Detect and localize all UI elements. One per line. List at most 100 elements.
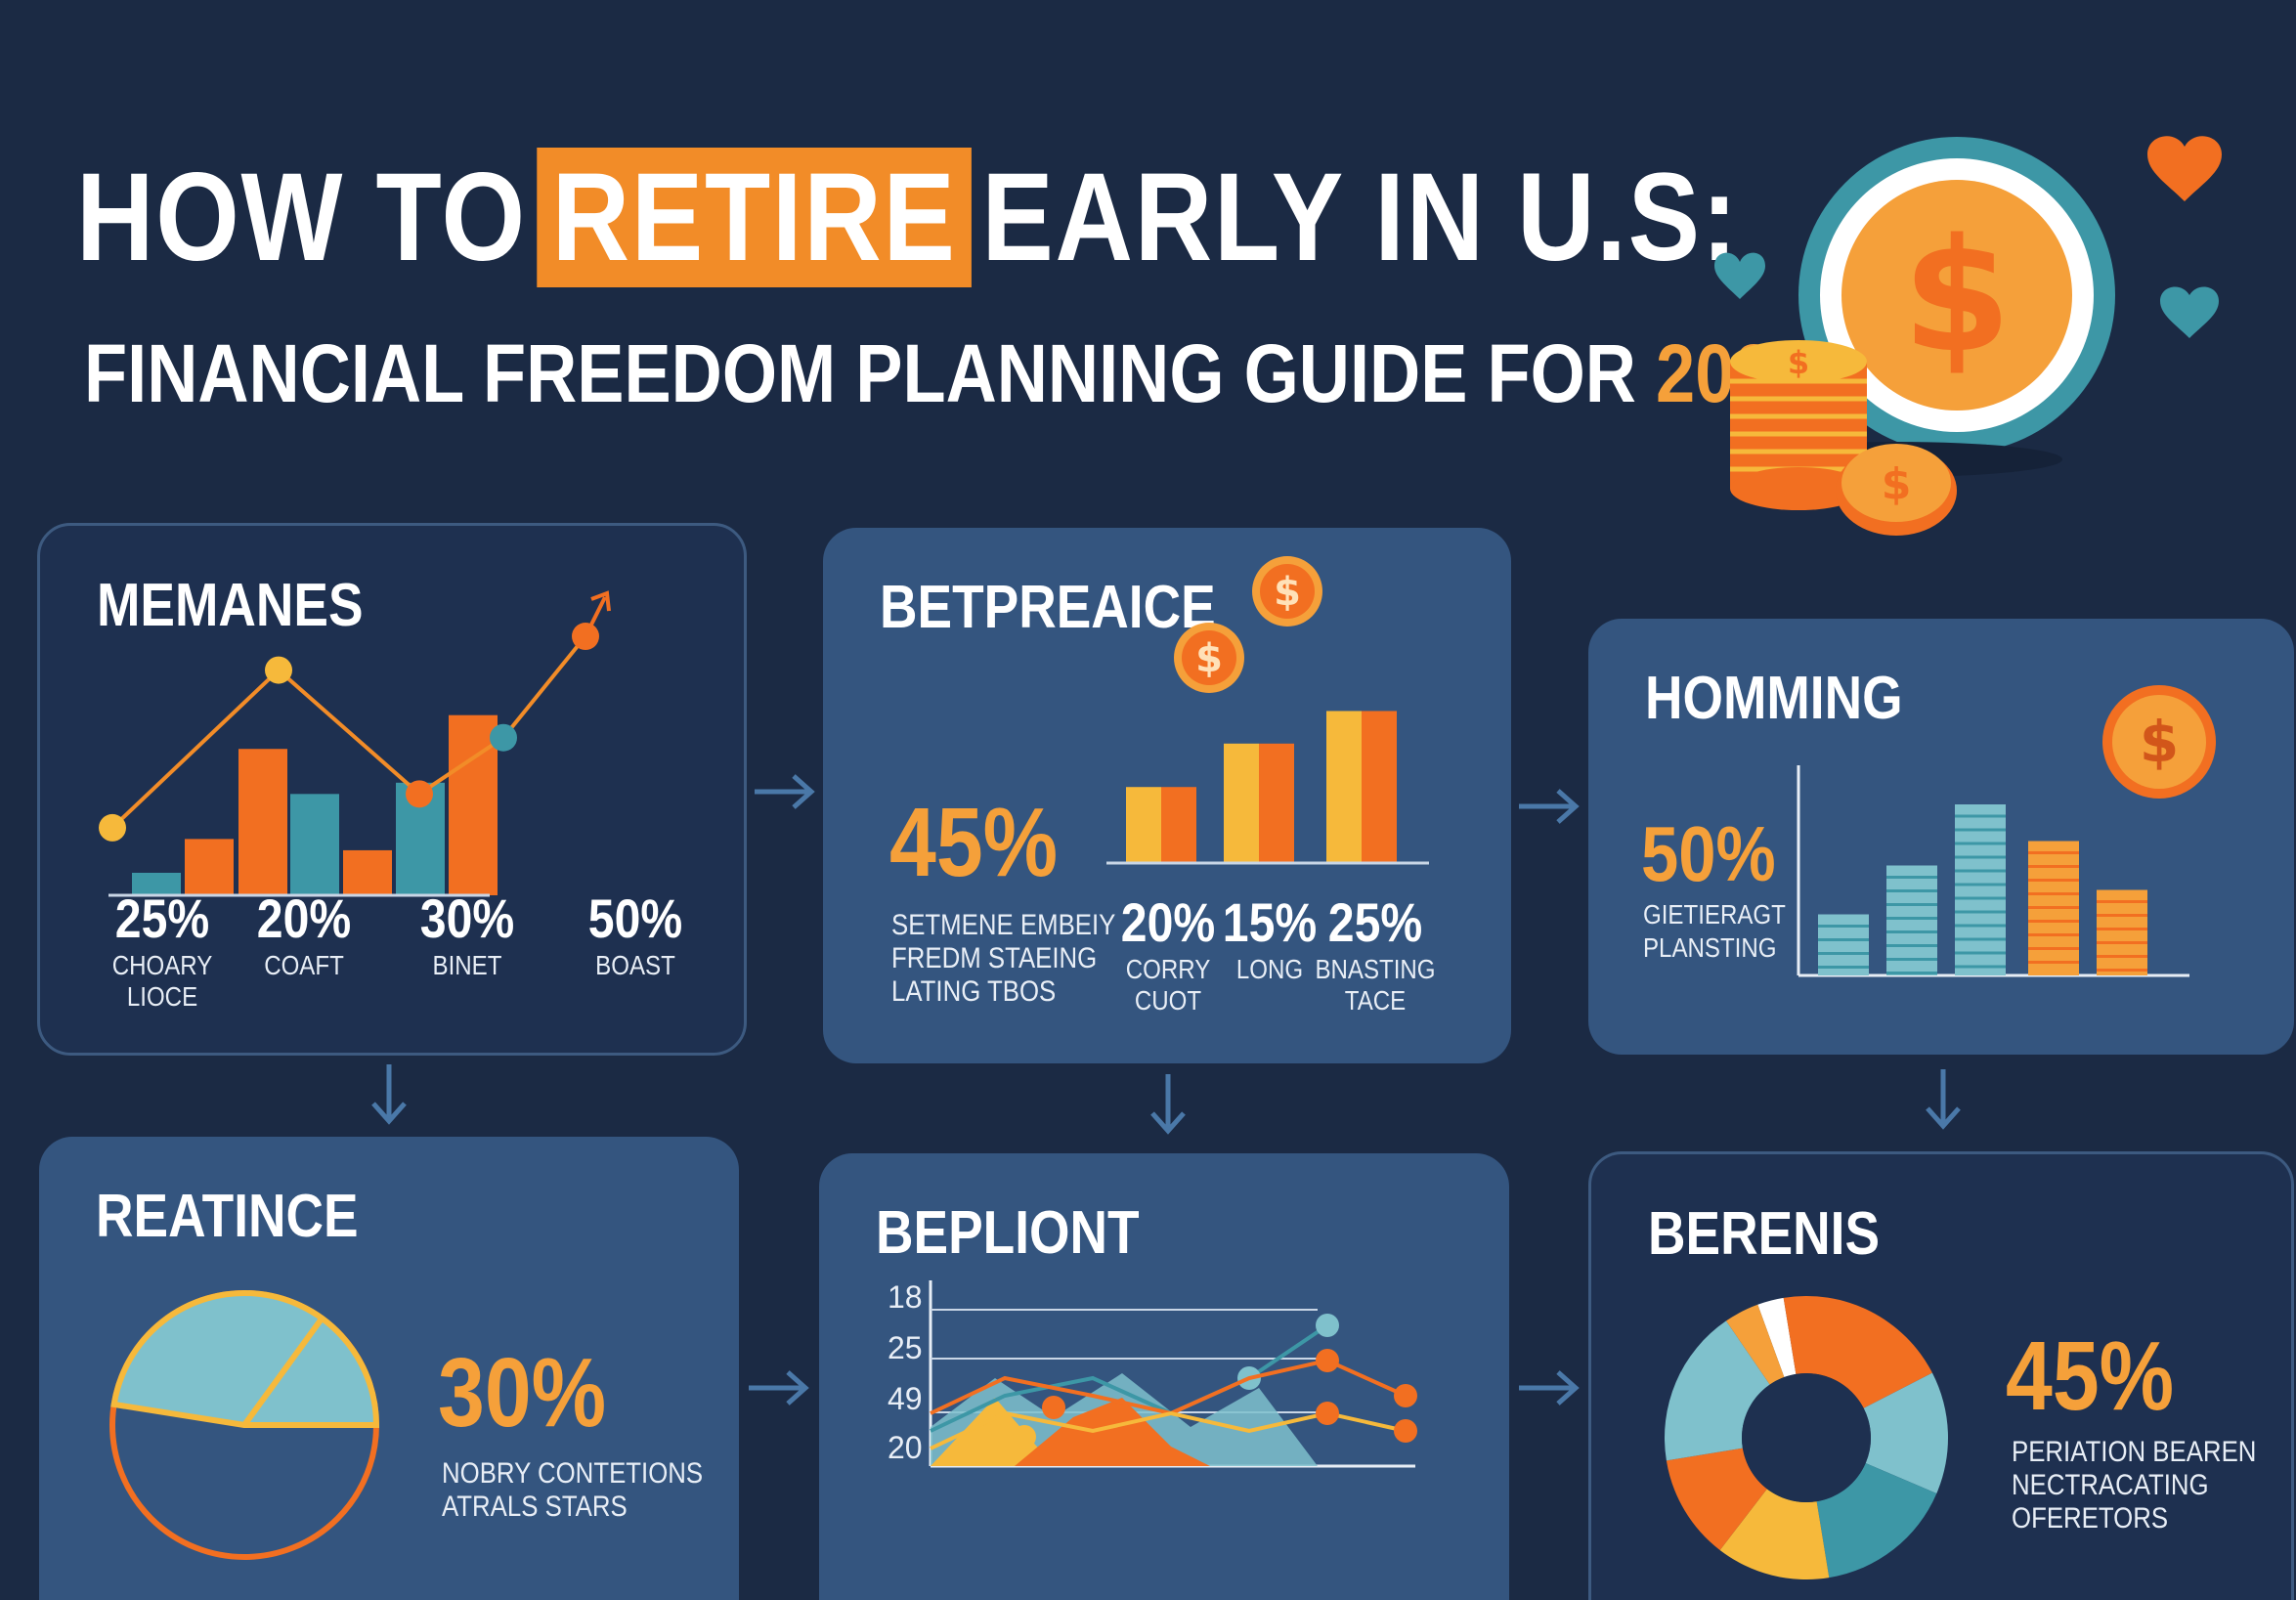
stat-value: 15% — [1222, 891, 1318, 953]
bar — [132, 872, 181, 895]
bar — [1126, 787, 1161, 863]
bar — [1362, 711, 1397, 863]
caption-line: PLANSTING — [1643, 932, 1777, 963]
pie-slice — [110, 1290, 380, 1428]
arrow-down-icon — [1926, 1069, 1961, 1130]
bar — [238, 749, 287, 895]
data-point — [99, 813, 126, 842]
donut-slice — [1666, 1448, 1767, 1550]
caption-line: PERIATION BEAREN — [2012, 1436, 2257, 1468]
pie-chart — [109, 1290, 380, 1560]
big-percentage: 50% — [1641, 810, 1776, 897]
arrow-right-icon — [1519, 789, 1580, 824]
page-subtitle: FINANCIAL FREEDOM PLANNING GUIDE FOR 202… — [84, 324, 1813, 422]
caption-line: OFERETORS — [2012, 1502, 2169, 1535]
dollar-coin-icon — [1182, 630, 1236, 685]
big-percentage: 45% — [889, 788, 1059, 897]
dollar-coin-icon: $ — [1798, 137, 2115, 454]
panel-title: REATINCE — [96, 1183, 359, 1250]
pie-divider — [241, 1317, 325, 1427]
arrow-right-icon — [1519, 1370, 1580, 1405]
panel-caption: PERIATION BEAREN NECTRACATING OFERETORS — [2012, 1436, 2256, 1535]
data-point — [265, 656, 292, 684]
series-line — [930, 1323, 1329, 1433]
bar — [1818, 914, 1869, 975]
data-point — [1394, 1419, 1417, 1443]
dollar-coin-icon: $ — [1195, 636, 1223, 681]
bar — [185, 839, 234, 895]
donut-slice — [1783, 1296, 1932, 1408]
bar — [1161, 787, 1196, 863]
stat-label: LONG — [1235, 954, 1304, 984]
bar — [1224, 743, 1259, 863]
stat-label: COAFT — [264, 950, 344, 980]
axis-tick-label: 18 — [888, 1279, 923, 1315]
caption-line: LATING TBOS — [891, 975, 1057, 1008]
stat-item: 50% BOAST — [562, 887, 709, 981]
bar — [290, 794, 339, 895]
title-suffix: EARLY IN U.S: — [981, 148, 1740, 287]
line-area-chart: 18 25 49 20 — [888, 1279, 1417, 1468]
dollar-coin-icon — [1260, 564, 1315, 619]
bar — [343, 849, 392, 895]
caption-line: NECTRACATING — [2012, 1469, 2209, 1501]
stat-value: 25% — [1327, 891, 1423, 953]
donut-slice — [1757, 1297, 1797, 1378]
donut-slice — [1665, 1320, 1770, 1461]
arrow-down-icon — [371, 1064, 407, 1125]
big-percentage: 45% — [2006, 1321, 2175, 1431]
stat-item: 20% COAFT — [231, 887, 377, 981]
panel-title: HOMMING — [1645, 665, 1903, 732]
arrow-down-icon — [1150, 1074, 1186, 1135]
stat-value: 50% — [587, 887, 683, 949]
stacked-bar-chart — [1797, 765, 2189, 977]
data-point — [406, 780, 433, 808]
donut-chart — [1665, 1296, 1948, 1579]
page-title: HOW TO RETIRE EARLY IN U.S: — [76, 145, 1739, 291]
data-point — [1042, 1396, 1065, 1419]
donut-slice — [1719, 1489, 1830, 1579]
data-point — [1316, 1349, 1339, 1372]
data-point — [1013, 1425, 1036, 1449]
panel-title: MEMANES — [97, 572, 364, 639]
panel-berenis: BERENIS 45% PERIATION BEAREN NECTRACATIN… — [1588, 1151, 2294, 1600]
bar — [1886, 865, 1937, 975]
svg-text:$: $ — [1882, 459, 1912, 509]
subtitle-text: FINANCIAL FREEDOM PLANNING GUIDE FOR — [84, 327, 1636, 419]
svg-text:$: $ — [2140, 709, 2179, 775]
axis-tick-label: 49 — [888, 1381, 923, 1416]
panel-title: BETPREAICE — [880, 574, 1216, 641]
bar-line-chart — [99, 590, 611, 897]
bar-chart: $$ — [1106, 556, 1429, 865]
stat-label: BNASTING — [1315, 954, 1436, 984]
caption-line: SETMENE EMBEIY — [891, 909, 1116, 941]
dollar-coin-icon: $ — [1836, 444, 1957, 536]
panel-beplont: BEPLIONT 18 25 49 20 — [819, 1153, 1509, 1600]
data-point — [490, 723, 517, 752]
stat-item: 30% BINET — [394, 887, 541, 981]
bar — [1955, 804, 2006, 975]
heart-icon — [2160, 286, 2219, 338]
dollar-coin-icon: $ — [2102, 685, 2216, 799]
area — [1015, 1398, 1210, 1466]
data-point — [1316, 1402, 1339, 1425]
title-prefix: HOW TO — [76, 148, 527, 287]
stat-value: 30% — [419, 887, 515, 949]
panel-homming: HOMMING $ 50% GIETIERAGT PLANSTING — [1588, 619, 2294, 1055]
stat-value: 25% — [114, 887, 210, 949]
caption-line: GIETIERAGT — [1643, 899, 1786, 930]
panel-memanes: MEMANES 25% CHOARY LIOCE 20% COAFT 30% B… — [37, 523, 747, 1056]
svg-text:$: $ — [1788, 344, 1809, 381]
panel-title: BEPLIONT — [876, 1199, 1140, 1267]
stat-label: BINET — [432, 950, 502, 980]
caption-line: NOBRY CONTETIONS — [442, 1457, 704, 1490]
donut-slice — [1863, 1372, 1948, 1493]
axis-tick-label: 20 — [888, 1430, 923, 1465]
panel-caption: NOBRY CONTETIONS ATRALS STARS — [442, 1457, 703, 1524]
bar — [2097, 889, 2147, 975]
area — [931, 1398, 1054, 1466]
stat-value: 20% — [1120, 891, 1216, 953]
svg-text:$: $ — [1902, 204, 2011, 387]
panel-betpreaice: BETPREAICE $ $ 45% SETMENE EMBEIY FREDM S… — [823, 528, 1511, 1063]
stat-label: CORRY — [1125, 954, 1211, 984]
